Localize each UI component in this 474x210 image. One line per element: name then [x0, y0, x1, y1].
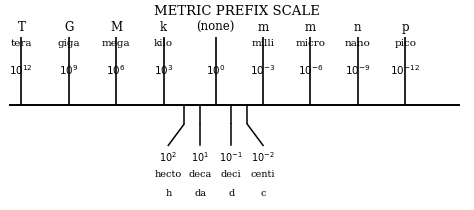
Text: h: h [165, 189, 172, 198]
Text: $10^{3}$: $10^{3}$ [154, 63, 173, 77]
Text: d: d [228, 189, 235, 198]
Text: c: c [260, 189, 266, 198]
Text: $10^{6}$: $10^{6}$ [107, 63, 126, 77]
Text: k: k [160, 21, 167, 34]
Text: giga: giga [57, 39, 80, 48]
Text: $10^{2}$: $10^{2}$ [159, 150, 177, 164]
Text: da: da [194, 189, 206, 198]
Text: T: T [18, 21, 25, 34]
Text: p: p [401, 21, 409, 34]
Text: m: m [305, 21, 316, 34]
Text: deca: deca [188, 170, 212, 179]
Text: n: n [354, 21, 362, 34]
Text: kilo: kilo [154, 39, 173, 48]
Text: tera: tera [10, 39, 32, 48]
Text: centi: centi [251, 170, 275, 179]
Text: $10^{9}$: $10^{9}$ [59, 63, 78, 77]
Text: $10^{1}$: $10^{1}$ [191, 150, 209, 164]
Text: $10^{-2}$: $10^{-2}$ [251, 150, 275, 164]
Text: $10^{-1}$: $10^{-1}$ [219, 150, 243, 164]
Text: $10^{-9}$: $10^{-9}$ [345, 63, 371, 77]
Text: $10^{-6}$: $10^{-6}$ [298, 63, 323, 77]
Text: $10^{12}$: $10^{12}$ [9, 63, 33, 77]
Text: pico: pico [394, 39, 416, 48]
Text: $10^{-3}$: $10^{-3}$ [250, 63, 276, 77]
Text: $10^{-12}$: $10^{-12}$ [391, 63, 420, 77]
Text: M: M [110, 21, 122, 34]
Text: nano: nano [345, 39, 371, 48]
Text: micro: micro [295, 39, 326, 48]
Text: $10^{0}$: $10^{0}$ [206, 63, 225, 77]
Text: mega: mega [102, 39, 130, 48]
Text: m: m [257, 21, 269, 34]
Text: deci: deci [221, 170, 242, 179]
Text: G: G [64, 21, 73, 34]
Text: hecto: hecto [155, 170, 182, 179]
Text: milli: milli [252, 39, 274, 48]
Text: METRIC PREFIX SCALE: METRIC PREFIX SCALE [154, 5, 320, 18]
Text: (none): (none) [197, 21, 235, 34]
